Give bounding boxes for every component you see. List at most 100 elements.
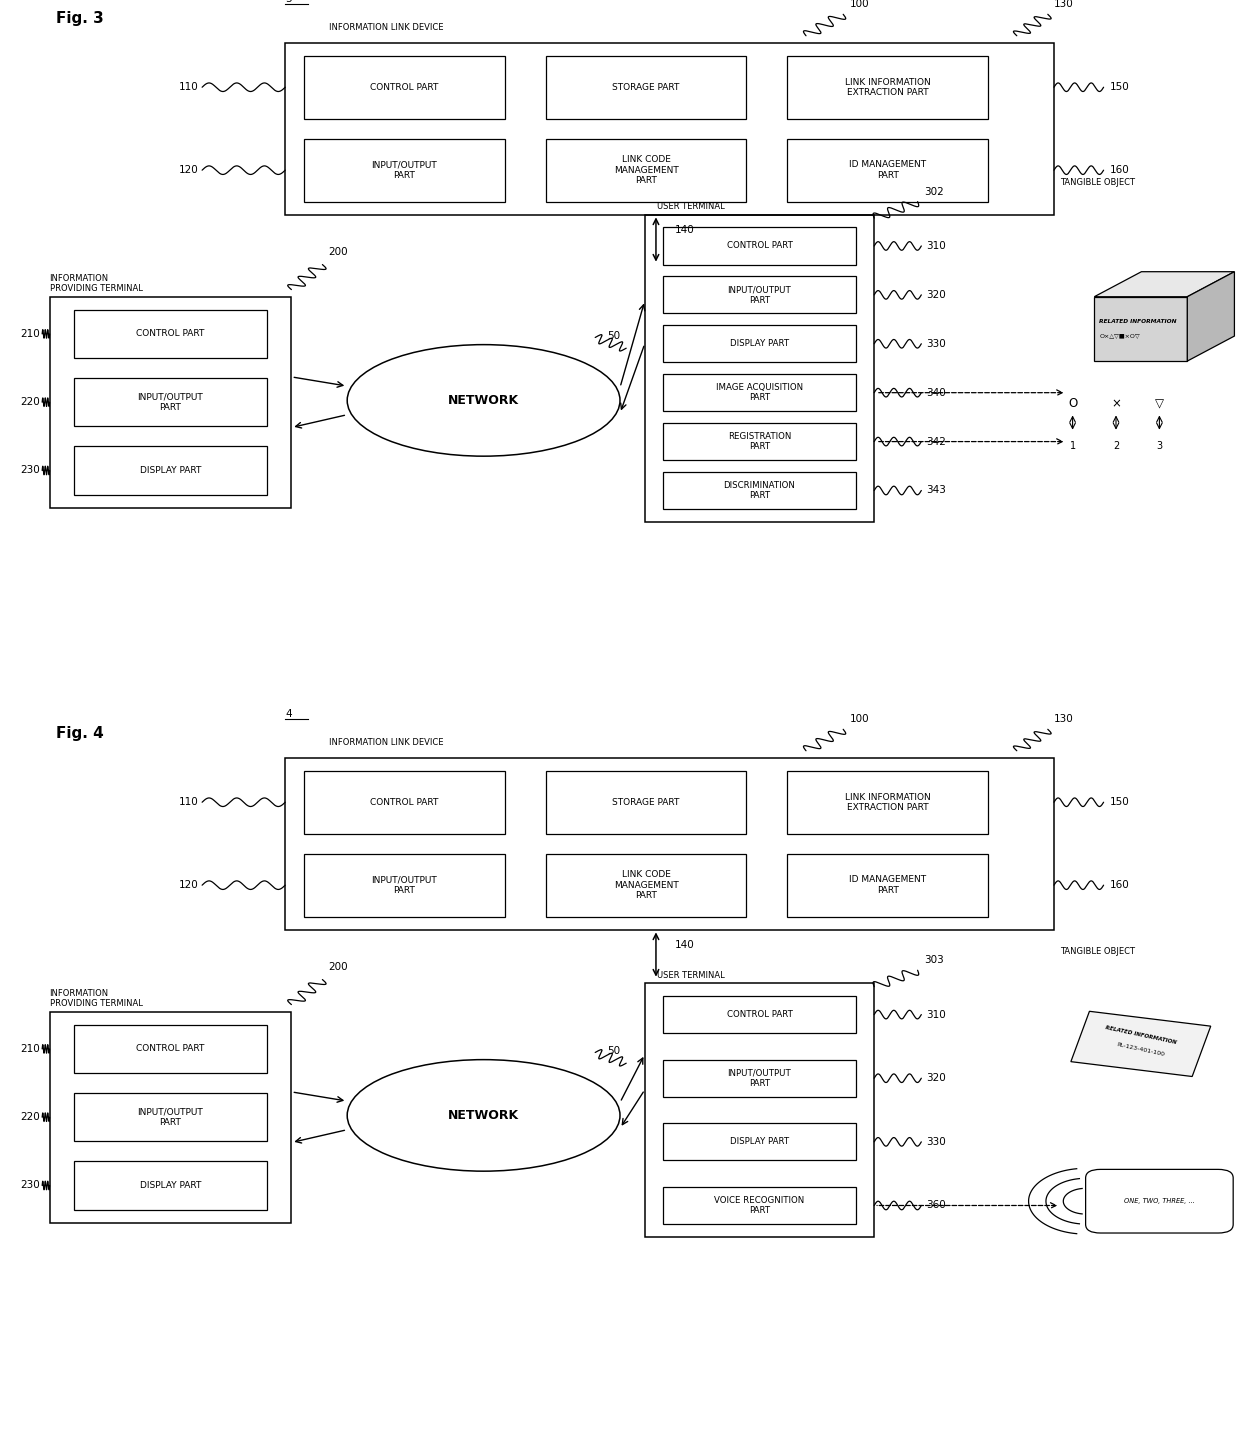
Text: ID MANAGEMENT
PART: ID MANAGEMENT PART xyxy=(849,875,926,895)
Bar xyxy=(546,854,746,917)
Bar xyxy=(663,1124,856,1161)
Bar xyxy=(546,771,746,834)
Text: 310: 310 xyxy=(926,242,946,250)
Text: 310: 310 xyxy=(926,1010,946,1020)
Text: 110: 110 xyxy=(179,798,198,807)
Bar xyxy=(663,995,856,1032)
Text: 1: 1 xyxy=(1070,440,1075,450)
Text: 330: 330 xyxy=(926,1137,946,1147)
Text: 140: 140 xyxy=(675,941,694,950)
Text: 100: 100 xyxy=(849,714,869,724)
Text: 340: 340 xyxy=(926,388,946,398)
Text: 230: 230 xyxy=(20,466,40,475)
Text: DISPLAY PART: DISPLAY PART xyxy=(140,466,201,475)
Text: Fig. 3: Fig. 3 xyxy=(56,10,104,26)
Text: Fig. 4: Fig. 4 xyxy=(56,726,104,741)
Polygon shape xyxy=(1188,272,1235,362)
Text: LINK CODE
MANAGEMENT
PART: LINK CODE MANAGEMENT PART xyxy=(614,871,678,899)
Bar xyxy=(74,310,267,359)
Ellipse shape xyxy=(347,345,620,456)
Text: ×: × xyxy=(1111,398,1121,410)
Text: INFORMATION LINK DEVICE: INFORMATION LINK DEVICE xyxy=(329,23,443,33)
Text: 200: 200 xyxy=(329,247,348,257)
Bar xyxy=(663,472,856,509)
Bar xyxy=(285,43,1054,214)
Bar xyxy=(546,139,746,202)
Text: O: O xyxy=(1068,398,1078,410)
Text: 120: 120 xyxy=(179,166,198,174)
Text: INPUT/OUTPUT
PART: INPUT/OUTPUT PART xyxy=(371,160,438,180)
Text: 110: 110 xyxy=(179,83,198,92)
Text: INPUT/OUTPUT
PART: INPUT/OUTPUT PART xyxy=(371,875,438,895)
Text: 130: 130 xyxy=(1054,0,1074,9)
Text: CONTROL PART: CONTROL PART xyxy=(727,242,792,250)
Text: RELATED INFORMATION: RELATED INFORMATION xyxy=(1105,1025,1177,1045)
Text: INFORMATION
PROVIDING TERMINAL: INFORMATION PROVIDING TERMINAL xyxy=(50,988,143,1008)
Polygon shape xyxy=(1095,296,1188,362)
Text: O×△▽■×O▽: O×△▽■×O▽ xyxy=(1099,333,1140,339)
Bar xyxy=(663,375,856,412)
Text: 343: 343 xyxy=(926,486,946,495)
Bar xyxy=(74,1161,267,1210)
Bar xyxy=(663,423,856,460)
Text: DISPLAY PART: DISPLAY PART xyxy=(140,1181,201,1190)
Text: NETWORK: NETWORK xyxy=(448,1108,520,1123)
Text: 330: 330 xyxy=(926,339,946,349)
Text: RELATED INFORMATION: RELATED INFORMATION xyxy=(1099,319,1177,325)
Text: 2: 2 xyxy=(1112,440,1120,450)
Text: 220: 220 xyxy=(20,1113,40,1123)
Text: 303: 303 xyxy=(924,955,944,965)
Text: CONTROL PART: CONTROL PART xyxy=(136,1044,205,1054)
Text: TANGIBLE OBJECT: TANGIBLE OBJECT xyxy=(1060,179,1135,187)
FancyBboxPatch shape xyxy=(1071,1011,1210,1077)
Bar xyxy=(74,1024,267,1072)
Text: 302: 302 xyxy=(924,187,944,196)
Bar xyxy=(645,984,874,1237)
Text: VOICE RECOGNITION
PART: VOICE RECOGNITION PART xyxy=(714,1195,805,1216)
Bar xyxy=(304,56,505,119)
Text: 3: 3 xyxy=(285,0,291,4)
Text: TANGIBLE OBJECT: TANGIBLE OBJECT xyxy=(1060,947,1135,955)
Bar xyxy=(304,139,505,202)
Text: 230: 230 xyxy=(20,1181,40,1190)
Text: DISPLAY PART: DISPLAY PART xyxy=(730,1137,789,1147)
Text: 210: 210 xyxy=(20,329,40,339)
Bar xyxy=(304,854,505,917)
Text: ID MANAGEMENT
PART: ID MANAGEMENT PART xyxy=(849,160,926,180)
FancyBboxPatch shape xyxy=(1086,1170,1233,1233)
Text: INFORMATION LINK DEVICE: INFORMATION LINK DEVICE xyxy=(329,738,443,748)
Bar xyxy=(645,214,874,522)
Text: STORAGE PART: STORAGE PART xyxy=(613,798,680,807)
Text: USER TERMINAL: USER TERMINAL xyxy=(657,202,725,210)
Text: 140: 140 xyxy=(675,225,694,235)
Text: 4: 4 xyxy=(285,709,291,719)
Text: 130: 130 xyxy=(1054,714,1074,724)
Text: 360: 360 xyxy=(926,1201,946,1210)
Bar xyxy=(663,276,856,313)
Text: INPUT/OUTPUT
PART: INPUT/OUTPUT PART xyxy=(138,1107,203,1127)
Text: DISCRIMINATION
PART: DISCRIMINATION PART xyxy=(724,480,795,500)
Bar xyxy=(663,227,856,265)
Text: CONTROL PART: CONTROL PART xyxy=(136,329,205,339)
Bar xyxy=(285,758,1054,930)
Text: 50: 50 xyxy=(608,332,621,342)
Text: CONTROL PART: CONTROL PART xyxy=(370,83,439,92)
Text: PL-123-401-100: PL-123-401-100 xyxy=(1116,1042,1166,1057)
Text: 3: 3 xyxy=(1157,440,1162,450)
Text: 342: 342 xyxy=(926,436,946,446)
Text: REGISTRATION
PART: REGISTRATION PART xyxy=(728,432,791,452)
Bar xyxy=(663,325,856,362)
Bar xyxy=(304,771,505,834)
Text: 150: 150 xyxy=(1110,83,1130,92)
Text: USER TERMINAL: USER TERMINAL xyxy=(657,971,725,980)
Text: ▽: ▽ xyxy=(1154,398,1164,410)
Text: INPUT/OUTPUT
PART: INPUT/OUTPUT PART xyxy=(728,285,791,305)
Bar xyxy=(74,1093,267,1141)
Text: LINK INFORMATION
EXTRACTION PART: LINK INFORMATION EXTRACTION PART xyxy=(844,792,931,812)
Bar xyxy=(663,1060,856,1097)
Text: LINK CODE
MANAGEMENT
PART: LINK CODE MANAGEMENT PART xyxy=(614,156,678,184)
Text: IMAGE ACQUISITION
PART: IMAGE ACQUISITION PART xyxy=(715,383,804,402)
Text: LINK INFORMATION
EXTRACTION PART: LINK INFORMATION EXTRACTION PART xyxy=(844,77,931,97)
Bar xyxy=(663,1187,856,1224)
Bar xyxy=(74,378,267,426)
